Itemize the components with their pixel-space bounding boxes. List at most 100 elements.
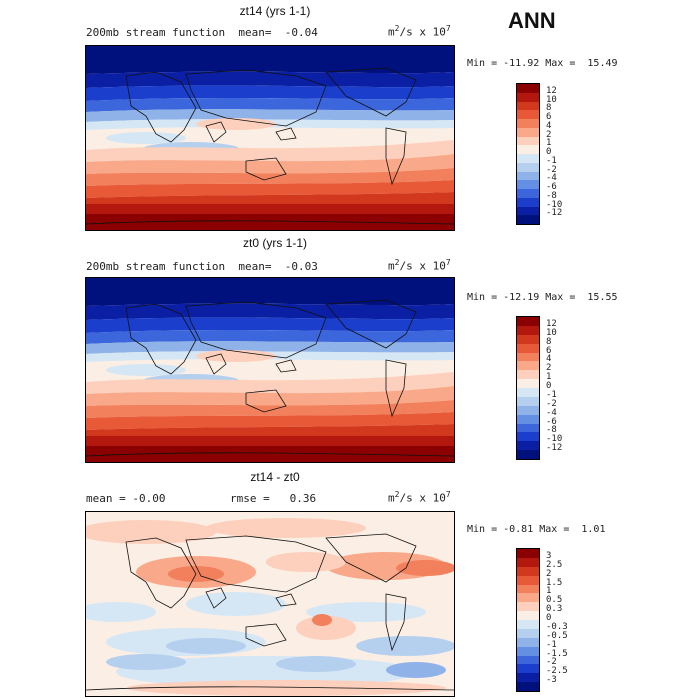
colorbar-swatch <box>517 206 539 216</box>
colorbar-swatch <box>517 646 539 656</box>
colorbar-swatch <box>517 189 539 198</box>
colorbar-swatch <box>517 637 539 647</box>
colorbar-tick-label: -10 <box>546 199 563 210</box>
colorbar-swatch <box>517 215 539 224</box>
panel2-minmax: Min = -12.19 Max = 15.55 <box>467 292 618 303</box>
colorbar-swatch <box>517 154 539 163</box>
panel1-minmax: Min = -11.92 Max = 15.49 <box>467 58 618 69</box>
colorbar-tick-label: 3 <box>546 550 552 561</box>
colorbar-tick-label: -12 <box>546 208 563 219</box>
season-label: ANN <box>508 8 556 33</box>
colorbar-swatch <box>517 127 539 137</box>
colorbar-swatch <box>517 317 539 326</box>
panel3-subtitle: mean = -0.00 <box>86 492 166 505</box>
panel2-colorbar-labels: 12 10 8 6 4 2 1 0 -1 -2 -4 -6 -8 -10 -12 <box>546 316 586 458</box>
colorbar-tick-label: 8 <box>546 103 552 114</box>
colorbar-tick-label: 2 <box>546 568 552 579</box>
colorbar-tick-label: 0.3 <box>546 604 563 615</box>
panel3-colorbar <box>516 548 540 692</box>
colorbar-tick-label: 12 <box>546 318 557 329</box>
colorbar-swatch <box>517 396 539 406</box>
colorbar-tick-label: -1 <box>546 639 557 650</box>
stream-function-map <box>86 46 454 230</box>
colorbar-swatch <box>517 423 539 433</box>
colorbar-swatch <box>517 343 539 353</box>
colorbar-swatch <box>517 673 539 683</box>
colorbar-swatch <box>517 334 539 344</box>
colorbar-tick-label: -8 <box>546 425 557 436</box>
colorbar-tick-label: 0 <box>546 381 552 391</box>
colorbar-tick-label: -2 <box>546 398 557 409</box>
colorbar-tick-label: -1.5 <box>546 648 568 659</box>
colorbar-tick-label: 10 <box>546 327 557 338</box>
panel3-map <box>85 511 455 697</box>
colorbar-swatch <box>517 566 539 576</box>
colorbar-tick-label: -1 <box>546 155 557 166</box>
colorbar-swatch <box>517 92 539 102</box>
colorbar-tick-label: 1.5 <box>546 577 563 588</box>
colorbar-tick-label: -4 <box>546 173 557 184</box>
colorbar-swatch <box>517 664 539 674</box>
panel3-minmax: Min = -0.81 Max = 1.01 <box>467 524 606 535</box>
colorbar-swatch <box>517 84 539 93</box>
panel1-title: zt14 (yrs 1-1) <box>239 4 311 18</box>
panel2-subtitle: 200mb stream function mean= -0.03 <box>86 260 318 273</box>
colorbar-tick-label: 1 <box>546 138 552 149</box>
panel3-rmse: rmse = 0.36 <box>230 492 317 505</box>
colorbar-swatch <box>517 361 539 371</box>
panel2-title: zt0 (yrs 1-1) <box>242 236 307 250</box>
colorbar-tick-label: -4 <box>546 407 557 418</box>
colorbar-tick-label: -12 <box>546 443 563 454</box>
colorbar-tick-label: 12 <box>546 85 557 96</box>
colorbar-swatch <box>517 557 539 567</box>
panel2-units: m2/s x 107 <box>388 258 451 273</box>
colorbar-tick-label: 0 <box>546 613 552 623</box>
colorbar-swatch <box>517 180 539 189</box>
panel1-units: m2/s x 107 <box>388 24 451 39</box>
colorbar-tick-label: 2 <box>546 363 552 374</box>
stream-function-map <box>86 278 454 462</box>
colorbar-swatch <box>517 171 539 181</box>
panel1-colorbar-labels: 12 10 8 6 4 2 1 0 -1 -2 -4 -6 -8 -10 -12 <box>546 83 586 223</box>
colorbar-tick-label: -3 <box>546 675 557 686</box>
colorbar-swatch <box>517 628 539 638</box>
difference-map <box>86 512 454 696</box>
colorbar-tick-label: -6 <box>546 182 557 192</box>
colorbar-swatch <box>517 101 539 111</box>
colorbar-swatch <box>517 602 539 612</box>
colorbar-tick-label: -2 <box>546 657 557 668</box>
colorbar-swatch <box>517 162 539 172</box>
colorbar-tick-label: -10 <box>546 434 563 445</box>
colorbar-tick-label: 2 <box>546 129 552 140</box>
colorbar-tick-label: -0.3 <box>546 621 568 632</box>
colorbar-swatch <box>517 575 539 585</box>
colorbar-tick-label: 1 <box>546 372 552 383</box>
colorbar-tick-label: -1 <box>546 389 557 400</box>
colorbar-tick-label: 4 <box>546 120 552 131</box>
panel1-subtitle: 200mb stream function mean= -0.04 <box>86 26 318 39</box>
colorbar-swatch <box>517 136 539 146</box>
colorbar-tick-label: 0 <box>546 147 552 157</box>
colorbar-tick-label: 0.5 <box>546 595 563 606</box>
colorbar-swatch <box>517 405 539 415</box>
colorbar-swatch <box>517 145 539 154</box>
panel1-map <box>85 45 455 231</box>
colorbar-tick-label: -6 <box>546 416 557 427</box>
colorbar-swatch <box>517 325 539 335</box>
panel1-colorbar <box>516 83 540 225</box>
colorbar-swatch <box>517 432 539 442</box>
colorbar-swatch <box>517 119 539 128</box>
colorbar-tick-label: 10 <box>546 94 557 105</box>
colorbar-swatch <box>517 584 539 594</box>
colorbar-tick-label: -2.5 <box>546 666 568 677</box>
colorbar-tick-label: 6 <box>546 112 552 122</box>
colorbar-swatch <box>517 370 539 380</box>
colorbar-swatch <box>517 388 539 397</box>
colorbar-tick-label: -8 <box>546 190 557 201</box>
panel2-colorbar <box>516 316 540 460</box>
colorbar-swatch <box>517 379 539 388</box>
colorbar-tick-label: -2 <box>546 164 557 175</box>
panel3-title: zt14 - zt0 <box>250 470 300 484</box>
colorbar-swatch <box>517 441 539 451</box>
panel2-map <box>85 277 455 463</box>
